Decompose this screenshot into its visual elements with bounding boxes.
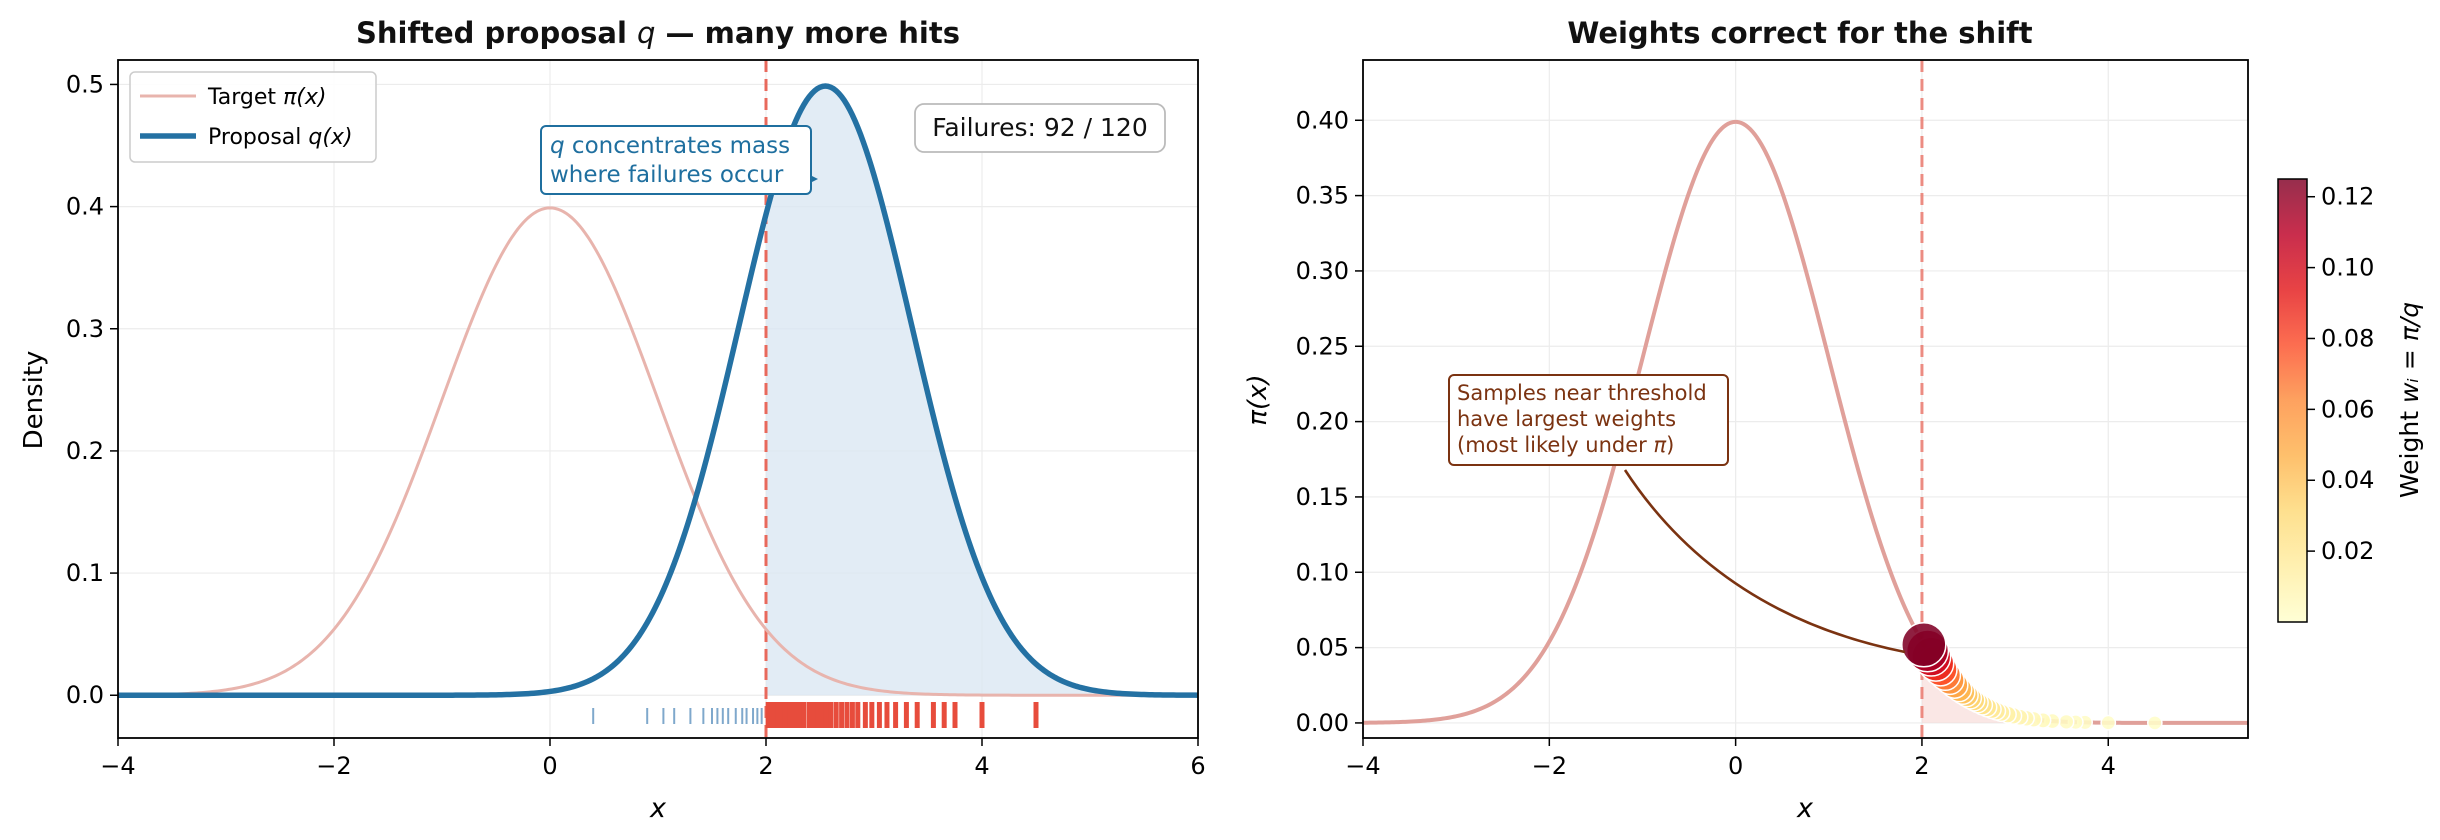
- left-y-tick-label: 0.3: [66, 315, 104, 343]
- left-x-tick-label: 6: [1190, 752, 1205, 780]
- weights-annotation-line3: (most likely under π): [1457, 433, 1674, 457]
- weighted-sample-point: [1901, 622, 1947, 668]
- left-x-ticks: −4 −2 0 2 4 6: [100, 738, 1206, 780]
- right-chart-title: Weights correct for the shift: [1567, 16, 2032, 50]
- right-x-label: x: [1796, 793, 1814, 824]
- proposal-annotation-line1: q concentrates mass: [550, 133, 790, 159]
- left-y-ticks: 0.0 0.1 0.2 0.3 0.4 0.5: [66, 70, 118, 709]
- left-chart: Shifted proposal q — many more hits −4 −2…: [19, 16, 1206, 824]
- left-y-tick-label: 0.4: [66, 193, 104, 221]
- colorbar-gradient: [2277, 178, 2308, 623]
- weighted-samples: [1901, 622, 2163, 731]
- legend-target-label: Target π(x): [207, 85, 327, 110]
- left-x-tick-label: −2: [316, 752, 351, 780]
- right-y-tick-label: 0.00: [1296, 709, 1349, 737]
- colorbar-tick-label: 0.06: [2321, 395, 2374, 423]
- right-y-tick-label: 0.30: [1296, 257, 1349, 285]
- colorbar-tick-label: 0.02: [2321, 537, 2374, 565]
- left-x-label: x: [649, 793, 667, 824]
- colorbar-tick-label: 0.10: [2321, 254, 2374, 282]
- target-tail-fill: [1921, 641, 2248, 723]
- right-x-ticks: −4 −2 0 2 4: [1345, 738, 2116, 780]
- weighted-sample-point: [2058, 713, 2075, 730]
- left-x-tick-label: 0: [542, 752, 557, 780]
- colorbar-tick-label: 0.12: [2321, 183, 2374, 211]
- left-y-tick-label: 0.0: [66, 681, 104, 709]
- left-x-tick-label: 4: [974, 752, 989, 780]
- right-y-tick-label: 0.15: [1296, 483, 1349, 511]
- weights-annotation-line1: Samples near threshold: [1457, 381, 1707, 405]
- left-x-tick-label: −4: [100, 752, 135, 780]
- weights-annotation-line2: have largest weights: [1457, 407, 1676, 431]
- weights-annotation-connector: [1623, 469, 1906, 654]
- right-y-ticks: 0.00 0.05 0.10 0.15 0.20 0.25 0.30 0.35 0.40: [1296, 106, 1363, 737]
- weighted-sample-point: [2100, 714, 2117, 731]
- right-x-tick-label: −2: [1532, 752, 1567, 780]
- right-axes-frame: [1362, 59, 2249, 739]
- sample-rug: [592, 702, 1039, 728]
- failures-box: [914, 103, 1166, 153]
- right-y-label: π(x): [1243, 374, 1273, 425]
- left-legend: Target π(x) Proposal q(x): [129, 71, 377, 163]
- right-y-tick-label: 0.20: [1296, 408, 1349, 436]
- left-x-tick-label: 2: [758, 752, 773, 780]
- weighted-sample-point: [2147, 715, 2163, 731]
- right-y-tick-label: 0.05: [1296, 634, 1349, 662]
- failures-count-box: Failures: 92 / 120: [914, 103, 1166, 153]
- target-density-line: [118, 206, 1198, 697]
- left-y-label: Density: [19, 351, 49, 450]
- colorbar-ticks: 0.02 0.04 0.06 0.08 0.10 0.12: [2307, 183, 2374, 565]
- left-axes-frame: [117, 59, 1199, 739]
- right-x-tick-label: 4: [2101, 752, 2116, 780]
- colorbar-tick-label: 0.04: [2321, 466, 2374, 494]
- legend-proposal-label: Proposal q(x): [208, 125, 353, 150]
- left-chart-title: Shifted proposal q — many more hits: [356, 16, 960, 50]
- left-y-tick-label: 0.2: [66, 437, 104, 465]
- left-y-tick-label: 0.1: [66, 559, 104, 587]
- proposal-annotation-box: [540, 125, 812, 195]
- right-grid: [1362, 60, 2248, 738]
- weights-annotation: Samples near threshold have largest weig…: [1448, 374, 1906, 654]
- proposal-annotation-line2: where failures occur: [550, 162, 784, 188]
- proposal-failure-region-fill: [766, 86, 1198, 696]
- right-x-tick-label: 0: [1728, 752, 1743, 780]
- right-chart: Weights correct for the shift −4 −2 0 2 4 0.…: [1243, 16, 2424, 824]
- colorbar-label: Weight wᵢ = π/q: [2395, 302, 2424, 498]
- failures-count-text: Failures: 92 / 120: [932, 113, 1148, 142]
- right-y-tick-label: 0.35: [1296, 182, 1349, 210]
- colorbar-tick-label: 0.08: [2321, 324, 2374, 352]
- right-x-tick-label: 2: [1914, 752, 1929, 780]
- weights-annotation-box: [1448, 374, 1729, 466]
- right-y-tick-label: 0.25: [1296, 332, 1349, 360]
- proposal-annotation: q concentrates mass where failures occur: [540, 125, 818, 195]
- right-y-tick-label: 0.40: [1296, 106, 1349, 134]
- colorbar: 0.02 0.04 0.06 0.08 0.10 0.12 Weight wᵢ = π/q: [2277, 178, 2424, 623]
- left-y-tick-label: 0.5: [66, 70, 104, 98]
- proposal-density-line: [118, 83, 1198, 698]
- right-y-tick-label: 0.10: [1296, 558, 1349, 586]
- right-x-tick-label: −4: [1345, 752, 1380, 780]
